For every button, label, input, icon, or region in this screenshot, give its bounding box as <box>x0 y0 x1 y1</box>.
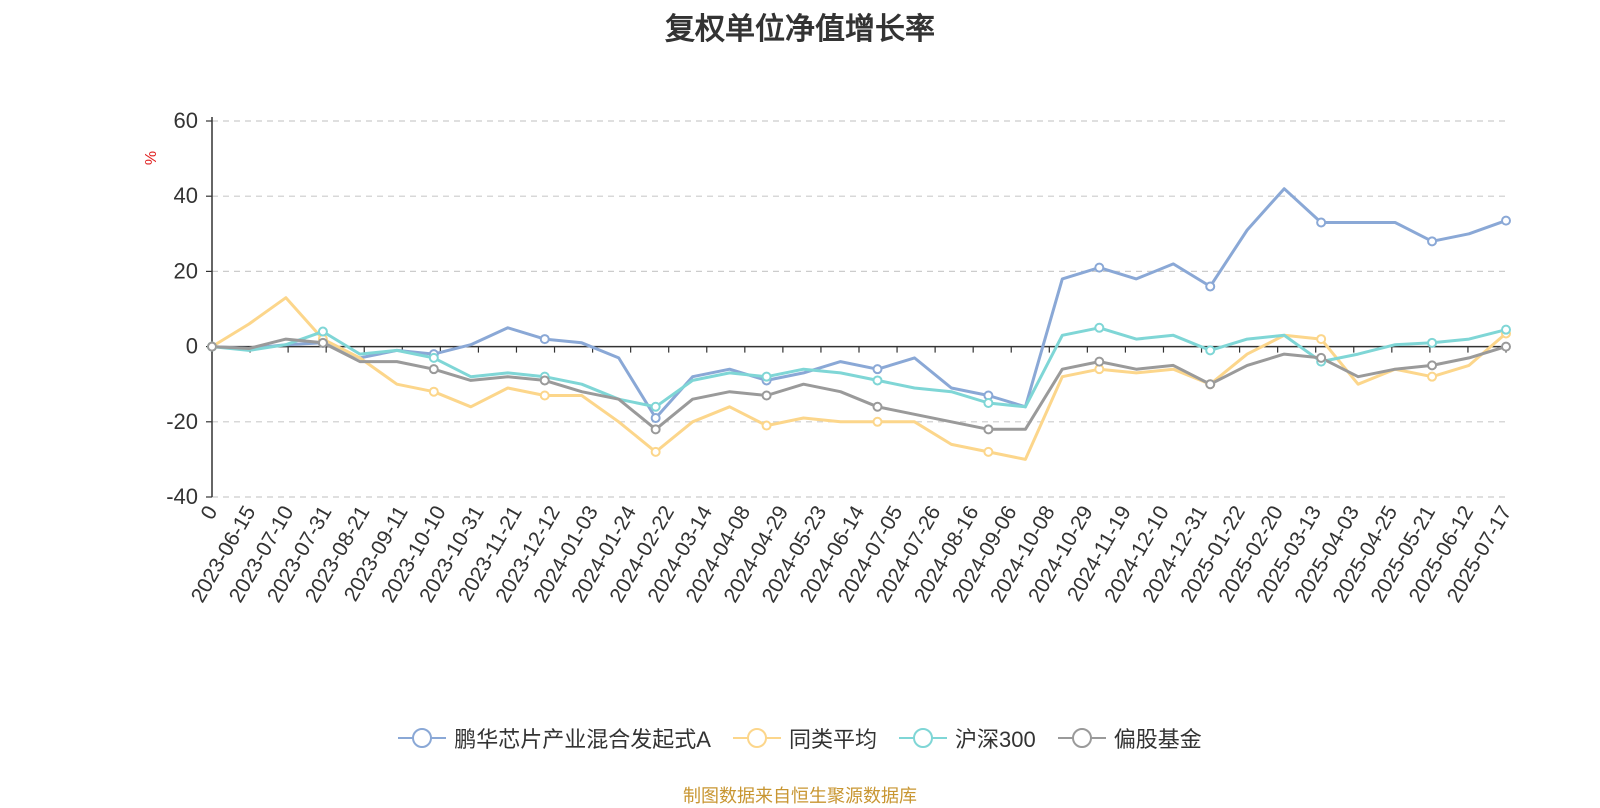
data-point <box>1094 356 1105 367</box>
data-point <box>983 424 994 435</box>
source-note: 制图数据来自恒生聚源数据库 <box>683 786 917 806</box>
data-point <box>1316 352 1327 363</box>
data-point <box>317 326 328 337</box>
legend-line-circle-icon <box>732 728 781 748</box>
legend-item-4[interactable]: 偏股基金 <box>1057 722 1202 754</box>
line-chart: 6040200-20-4002023-06-152023-07-102023-0… <box>143 108 1516 607</box>
series-line-2 <box>211 296 1507 461</box>
x-tick-label: 0 <box>197 502 223 524</box>
data-point <box>1205 345 1216 356</box>
data-point <box>761 371 772 382</box>
data-point <box>1094 262 1105 273</box>
legend-item-3[interactable]: 沪深300 <box>898 722 1036 754</box>
data-point <box>650 424 661 435</box>
legend-line-circle-icon <box>1057 728 1106 748</box>
data-point <box>1316 217 1327 228</box>
data-point <box>761 390 772 401</box>
data-point <box>1427 360 1438 371</box>
legend-line-circle-icon <box>898 728 947 748</box>
y-axis-label: % <box>143 151 160 165</box>
data-point <box>983 446 994 457</box>
y-tick-label: 0 <box>186 334 198 359</box>
data-point <box>650 401 661 412</box>
data-point <box>1501 324 1511 335</box>
data-point <box>1427 371 1438 382</box>
data-point <box>1316 334 1327 345</box>
data-point <box>1427 337 1438 348</box>
data-point <box>317 337 328 348</box>
y-tick-label: -40 <box>166 484 198 509</box>
data-point <box>1094 322 1105 333</box>
data-point <box>207 341 217 352</box>
data-point <box>872 401 883 412</box>
y-tick-label: -20 <box>166 409 198 434</box>
data-point <box>650 413 661 424</box>
y-tick-label: 40 <box>174 183 198 208</box>
grid-lines <box>212 120 1506 498</box>
data-point <box>1205 281 1216 292</box>
legend-label: 鹏华芯片产业混合发起式A <box>454 727 711 752</box>
data-point <box>983 398 994 408</box>
chart-title: 复权单位净值增长率 <box>665 13 935 46</box>
data-point <box>761 420 772 431</box>
data-point <box>650 446 661 457</box>
legend-label: 沪深300 <box>954 727 1036 752</box>
y-tick-label: 20 <box>174 258 198 283</box>
legend: 鹏华芯片产业混合发起式A 同类平均 沪深300 偏股基金 <box>0 722 1600 754</box>
series-markers <box>207 215 1511 457</box>
data-point <box>539 375 550 386</box>
data-point <box>539 334 550 345</box>
data-point <box>539 390 550 401</box>
data-point <box>872 375 883 386</box>
series-line-1 <box>211 187 1507 420</box>
legend-item-2[interactable]: 同类平均 <box>732 722 877 754</box>
series-line-3 <box>211 326 1507 409</box>
legend-line-circle-icon <box>398 728 447 748</box>
data-point <box>872 364 883 375</box>
legend-label: 偏股基金 <box>1113 727 1202 752</box>
data-point <box>1501 215 1511 226</box>
data-point <box>872 416 883 427</box>
data-point <box>428 364 439 375</box>
data-point <box>1501 341 1511 352</box>
data-point <box>428 386 439 397</box>
series-lines <box>211 187 1507 461</box>
data-point <box>1205 379 1216 390</box>
y-tick-label: 60 <box>174 108 198 133</box>
data-point <box>1427 236 1438 247</box>
series-line-4 <box>211 337 1507 431</box>
legend-label: 同类平均 <box>788 727 877 752</box>
data-point <box>428 352 439 363</box>
legend-item-1[interactable]: 鹏华芯片产业混合发起式A <box>398 722 711 754</box>
